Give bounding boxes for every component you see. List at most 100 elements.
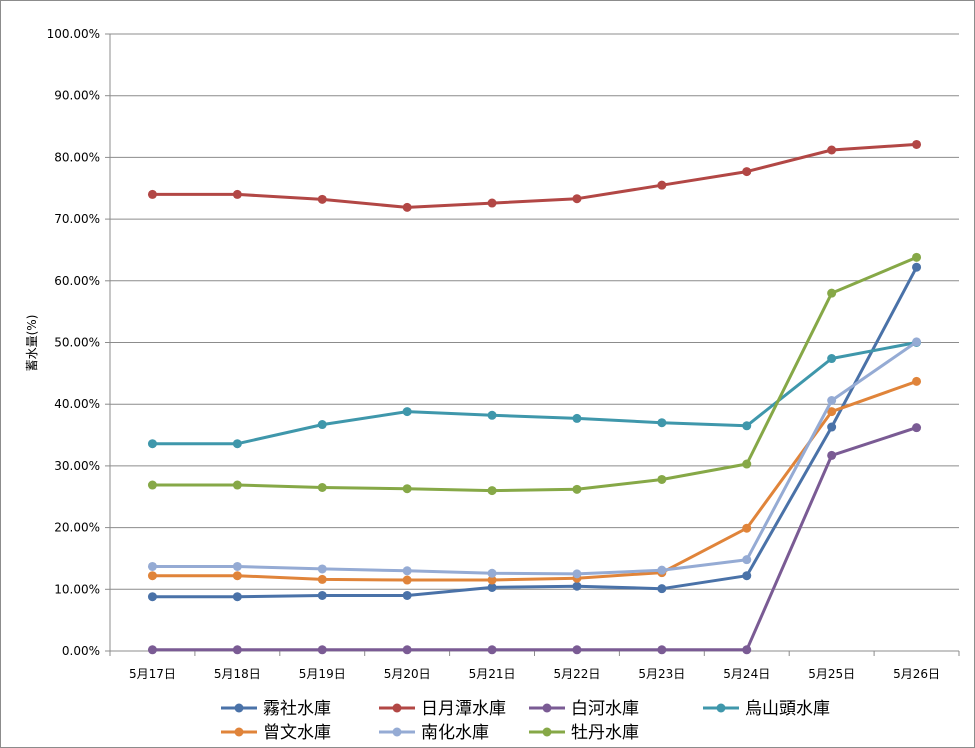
data-point	[317, 590, 327, 600]
data-point	[572, 484, 582, 494]
data-point	[487, 486, 497, 496]
data-point	[402, 590, 412, 600]
data-point	[232, 439, 242, 449]
data-point	[402, 566, 412, 576]
axes	[105, 33, 960, 656]
legend-item: 霧社水庫	[221, 699, 331, 719]
data-point	[402, 407, 412, 417]
data-point	[912, 423, 922, 433]
data-point	[147, 571, 157, 581]
data-point	[487, 582, 497, 592]
data-point	[402, 202, 412, 212]
y-axis-title: 蓄水量(%)	[25, 315, 39, 372]
legend-label: 曾文水庫	[263, 723, 331, 743]
x-tick-label: 5月17日	[129, 667, 176, 681]
data-point	[912, 252, 922, 262]
y-tick-label: 70.00%	[54, 212, 100, 226]
y-tick-label: 80.00%	[54, 150, 100, 164]
data-point	[402, 484, 412, 494]
x-tick-label: 5月25日	[808, 667, 855, 681]
x-tick-label: 5月20日	[384, 667, 431, 681]
data-point	[912, 139, 922, 149]
data-point	[827, 354, 837, 364]
legend-item: 烏山頭水庫	[703, 699, 830, 719]
data-point	[827, 450, 837, 460]
data-point	[487, 198, 497, 208]
series-南化水庫	[147, 337, 922, 579]
series-line	[152, 379, 918, 582]
data-point	[147, 645, 157, 655]
data-point	[317, 564, 327, 574]
data-point	[487, 575, 497, 585]
series-line	[152, 256, 918, 493]
data-point	[742, 555, 752, 565]
tick-labels: 0.00% 10.00% 20.00% 30.00% 40.00% 50.00% 60.00…	[47, 27, 940, 681]
legend-item: 牡丹水庫	[529, 723, 639, 743]
data-point	[572, 569, 582, 579]
data-point	[742, 645, 752, 655]
legend-swatch-marker	[392, 727, 402, 737]
y-tick-label: 0.00%	[62, 644, 100, 658]
data-point	[232, 592, 242, 602]
data-point	[402, 645, 412, 655]
legend-label: 南化水庫	[421, 723, 489, 743]
y-tick-label: 40.00%	[54, 397, 100, 411]
data-point	[657, 180, 667, 190]
legend-item: 白河水庫	[529, 699, 639, 719]
series-白河水庫	[147, 423, 922, 655]
x-tick-label: 5月24日	[723, 667, 770, 681]
gridlines	[110, 33, 959, 652]
y-tick-label: 90.00%	[54, 89, 100, 103]
legend-label: 白河水庫	[571, 699, 639, 719]
x-tick-label: 5月22日	[553, 667, 600, 681]
legend-swatch-marker	[716, 703, 726, 713]
data-point	[317, 574, 327, 584]
series-lines	[147, 139, 922, 655]
legend-swatch-marker	[234, 703, 244, 713]
legend-swatch-marker	[392, 703, 402, 713]
series-line	[152, 142, 917, 209]
legend-label: 日月潭水庫	[421, 699, 506, 719]
data-point	[147, 439, 157, 449]
data-point	[657, 418, 667, 428]
data-point	[487, 568, 497, 578]
series-日月潭水庫	[147, 139, 922, 212]
data-point	[572, 581, 582, 591]
data-point	[232, 571, 242, 581]
series-line	[152, 340, 918, 576]
data-point	[572, 194, 582, 204]
data-point	[827, 422, 837, 432]
data-point	[657, 645, 667, 655]
data-point	[827, 395, 837, 405]
legend-label: 烏山頭水庫	[745, 699, 830, 719]
data-point	[147, 561, 157, 571]
data-point	[487, 410, 497, 420]
data-point	[317, 194, 327, 204]
y-tick-label: 50.00%	[54, 336, 100, 350]
data-point	[742, 459, 752, 469]
y-tick-label: 10.00%	[54, 582, 100, 596]
series-line	[152, 266, 918, 599]
data-point	[827, 407, 837, 417]
y-tick-label: 20.00%	[54, 521, 100, 535]
data-point	[317, 482, 327, 492]
legend-item: 曾文水庫	[221, 723, 331, 743]
data-point	[402, 575, 412, 585]
legend-item: 日月潭水庫	[379, 699, 506, 719]
data-point	[572, 645, 582, 655]
data-point	[147, 592, 157, 602]
data-point	[232, 189, 242, 199]
x-tick-label: 5月19日	[299, 667, 346, 681]
data-point	[232, 561, 242, 571]
data-point	[487, 645, 497, 655]
data-point	[912, 376, 922, 386]
legend-swatch-marker	[234, 727, 244, 737]
data-point	[317, 645, 327, 655]
legend-label: 牡丹水庫	[571, 723, 639, 743]
x-tick-label: 5月18日	[214, 667, 261, 681]
data-point	[742, 523, 752, 533]
data-point	[742, 421, 752, 431]
series-曾文水庫	[147, 376, 922, 585]
